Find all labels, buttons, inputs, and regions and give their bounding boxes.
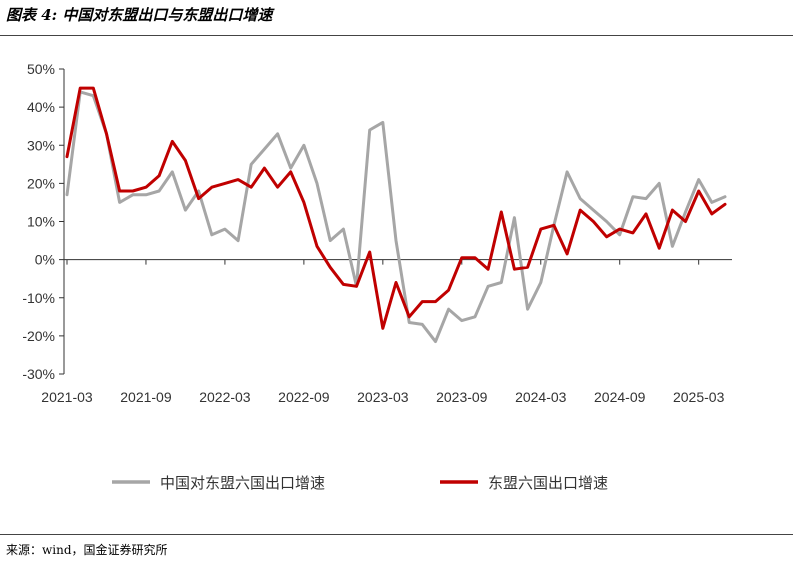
x-tick-label: 2023-03 [357, 389, 409, 405]
source-divider [0, 534, 793, 535]
y-tick-label: 20% [27, 175, 55, 191]
y-tick-label: 50% [27, 61, 55, 77]
title-divider [0, 35, 793, 36]
y-tick-label: 40% [27, 99, 55, 115]
y-tick-label: -20% [22, 328, 55, 344]
x-tick-label: 2022-09 [278, 389, 330, 405]
y-tick-label: 0% [35, 252, 55, 268]
x-axis: 2021-03 2021-09 2022-03 2022-09 2023-03 2023-… [41, 259, 732, 405]
y-axis: 50% 40% 30% 20% 10% 0% -10% -20% -30% [22, 61, 65, 382]
y-tick-label: -30% [22, 366, 55, 382]
x-tick-label: 2021-09 [120, 389, 172, 405]
x-tick-label: 2022-03 [199, 389, 251, 405]
legend: 中国对东盟六国出口增速 东盟六国出口增速 [112, 474, 608, 492]
legend-label: 东盟六国出口增速 [488, 474, 608, 492]
series-line-2 [65, 86, 727, 330]
figure-title: 图表 4: 中国对东盟出口与东盟出口增速 [6, 6, 273, 24]
x-tick-label: 2025-03 [673, 389, 725, 405]
y-tick-label: -10% [22, 290, 55, 306]
y-tick-label: 10% [27, 214, 55, 230]
y-tick-label: 30% [27, 137, 55, 153]
legend-label: 中国对东盟六国出口增速 [160, 474, 325, 492]
x-tick-label: 2023-09 [436, 389, 488, 405]
x-tick-label: 2021-03 [41, 389, 93, 405]
source-note: 来源：wind，国金证券研究所 [6, 543, 168, 557]
x-tick-label: 2024-03 [515, 389, 567, 405]
series-layer [65, 86, 727, 344]
series-line-1 [65, 90, 727, 344]
x-tick-label: 2024-09 [594, 389, 646, 405]
